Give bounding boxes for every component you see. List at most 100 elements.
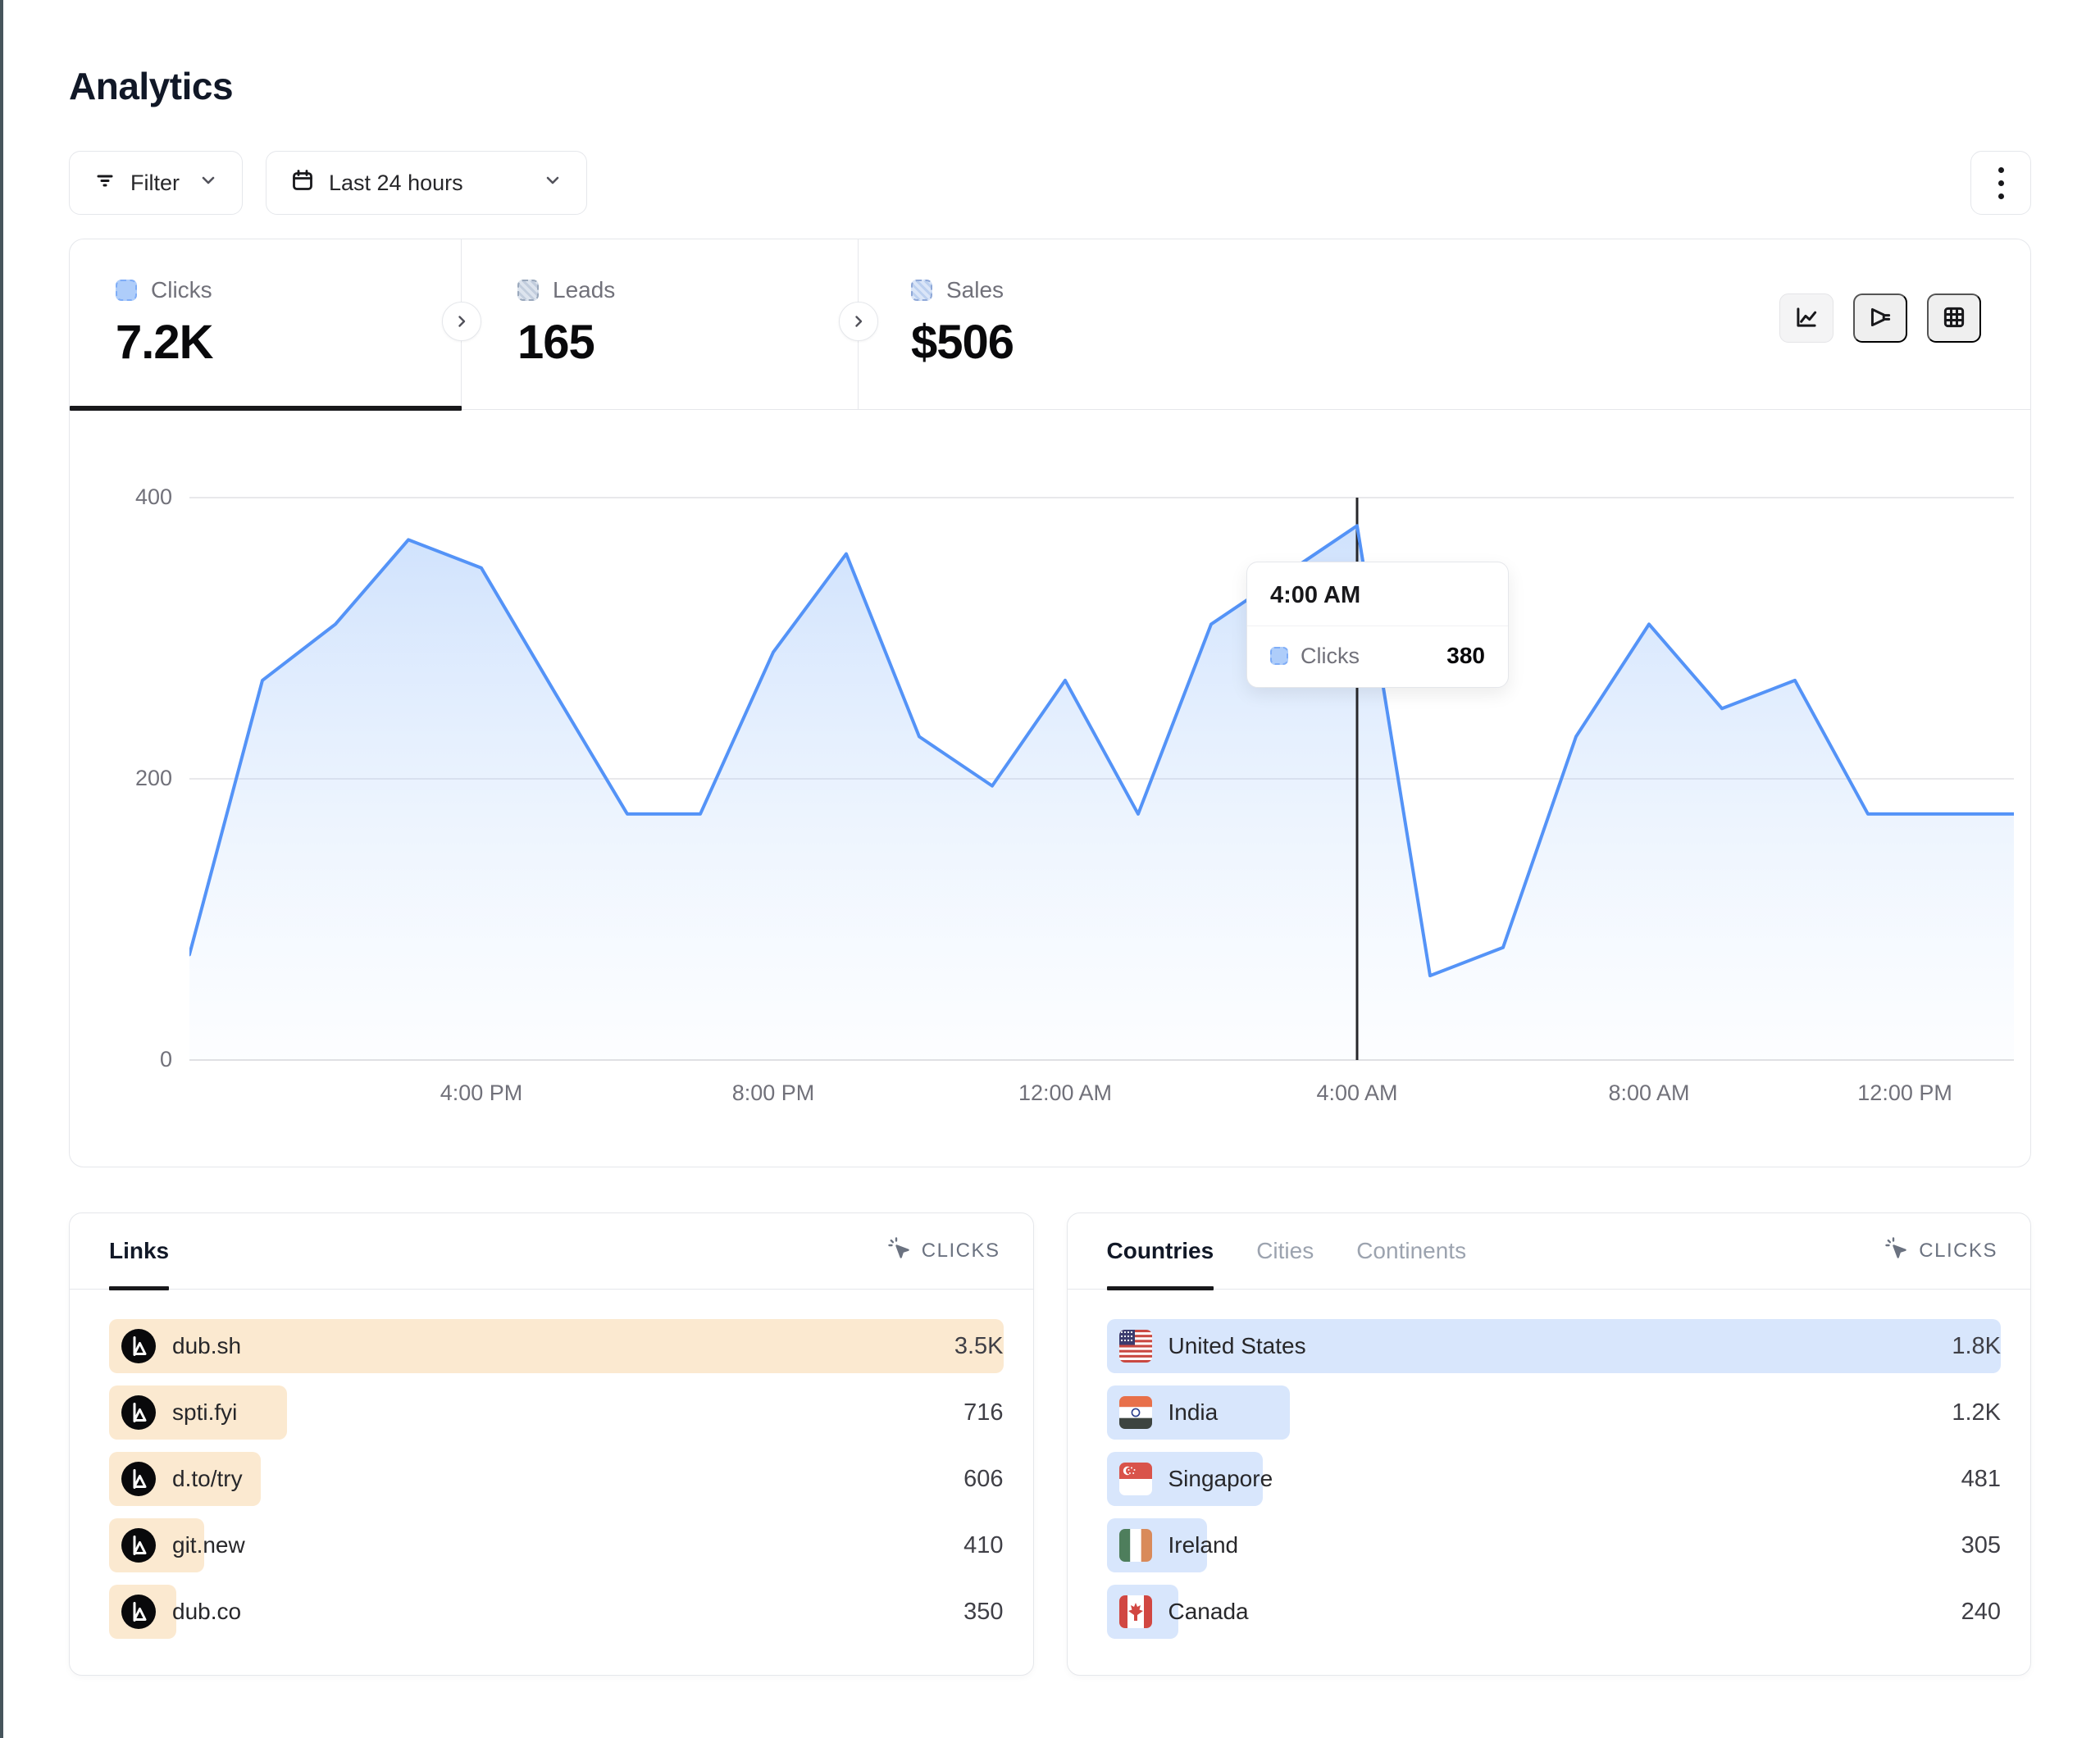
tab-continents[interactable]: Continents — [1356, 1238, 1467, 1263]
row-label: dub.co — [172, 1599, 242, 1624]
dub-logo-icon — [121, 1528, 156, 1563]
row-value: 481 — [1961, 1465, 2001, 1492]
funnel-chart-view-button[interactable] — [1853, 293, 1907, 343]
tab-links[interactable]: Links — [109, 1213, 170, 1290]
cursor-rays-icon — [1884, 1236, 1909, 1267]
table-grid-icon — [1940, 303, 1968, 334]
filter-button[interactable]: Filter — [69, 151, 243, 215]
stat-tab-leads[interactable]: Leads 165 — [462, 239, 859, 409]
metric-label: CLICKS — [921, 1240, 1000, 1262]
dub-logo-icon — [121, 1395, 156, 1430]
value-bar — [109, 1319, 1004, 1373]
stat-value: $506 — [911, 316, 1014, 369]
active-tab-underline — [70, 406, 462, 411]
chevron-down-icon — [198, 170, 219, 197]
india-flag-icon — [1118, 1396, 1152, 1429]
row-value: 1.2K — [1952, 1399, 2001, 1426]
row-label: United States — [1168, 1333, 1306, 1358]
cursor-rays-icon — [887, 1236, 912, 1267]
links-panel: Links CLICKS dub.sh 3.5K spti.fyi 716 d.to/t… — [69, 1213, 1034, 1676]
filter-button-label: Filter — [130, 170, 180, 195]
stat-tab-sales[interactable]: Sales $506 — [859, 239, 2030, 409]
tooltip-series-label: Clicks — [1301, 643, 1360, 668]
stat-tab-clicks[interactable]: Clicks 7.2K — [70, 239, 462, 411]
countries-panel: Countries Cities Continents CLICKS United … — [1066, 1213, 2031, 1676]
canada-flag-icon — [1118, 1595, 1152, 1628]
metric-label: CLICKS — [1919, 1240, 1998, 1262]
row-label: Singapore — [1168, 1466, 1273, 1491]
singapore-flag-icon — [1118, 1463, 1152, 1495]
expand-leads-button[interactable] — [839, 302, 878, 341]
row-value: 240 — [1961, 1598, 2001, 1625]
link-row[interactable]: git.new 410 — [109, 1518, 1004, 1572]
links-list: dub.sh 3.5K spti.fyi 716 d.to/try 606 git.new 4… — [70, 1290, 1033, 1639]
x-axis-tick: 4:00 AM — [1316, 1081, 1398, 1105]
stat-value: 165 — [517, 316, 595, 369]
sales-legend-swatch — [911, 280, 932, 301]
dub-logo-icon — [121, 1595, 156, 1629]
expand-clicks-button[interactable] — [442, 302, 481, 341]
country-row[interactable]: Singapore 481 — [1106, 1452, 2001, 1506]
row-label: dub.sh — [172, 1333, 242, 1358]
links-metric-header[interactable]: CLICKS — [887, 1236, 1000, 1267]
table-view-button[interactable] — [1927, 293, 1981, 343]
page-title: Analytics — [69, 65, 234, 107]
analytics-page: Analytics Filter Last 24 hou — [69, 0, 2031, 1676]
stat-label: Leads — [553, 277, 616, 303]
more-options-button[interactable] — [1970, 151, 2031, 215]
x-axis-tick: 8:00 PM — [731, 1081, 815, 1105]
stat-label: Sales — [946, 277, 1004, 303]
country-row[interactable]: Ireland 305 — [1106, 1518, 2001, 1572]
clicks-area-chart[interactable]: 0 200 400 4:00 PM 8:00 PM 12:00 AM 4:00 AM 8:0… — [70, 410, 2030, 1167]
link-row[interactable]: dub.co 350 — [109, 1585, 1004, 1639]
link-row[interactable]: dub.sh 3.5K — [109, 1319, 1004, 1373]
leads-legend-swatch — [517, 280, 539, 301]
y-axis-tick: 400 — [134, 485, 172, 509]
analytics-card: Clicks 7.2K Leads 165 Sales $506 — [69, 239, 2031, 1167]
tooltip-time: 4:00 AM — [1247, 562, 1508, 626]
countries-metric-header[interactable]: CLICKS — [1884, 1236, 1998, 1267]
y-axis-tick: 200 — [134, 766, 172, 790]
row-value: 3.5K — [954, 1332, 1004, 1359]
row-value: 305 — [1961, 1531, 2001, 1558]
stats-tabs: Clicks 7.2K Leads 165 Sales $506 — [70, 239, 2030, 411]
y-axis-tick: 0 — [159, 1047, 172, 1071]
row-value: 1.8K — [1952, 1332, 2001, 1359]
link-row[interactable]: spti.fyi 716 — [109, 1385, 1004, 1440]
row-label: Ireland — [1168, 1532, 1239, 1558]
stat-label: Clicks — [151, 277, 212, 303]
country-row[interactable]: Canada 240 — [1106, 1585, 2001, 1639]
stat-value: 7.2K — [116, 316, 214, 369]
toolbar: Filter Last 24 hours — [69, 151, 2031, 215]
line-chart-icon — [1793, 303, 1820, 334]
row-label: Canada — [1168, 1599, 1249, 1624]
row-value: 410 — [963, 1531, 1004, 1558]
clicks-legend-swatch — [1270, 647, 1288, 665]
chart-plot-area[interactable] — [189, 459, 2014, 1066]
x-axis-tick: 8:00 AM — [1608, 1081, 1690, 1105]
row-value: 350 — [963, 1598, 1004, 1625]
x-axis-tick: 4:00 PM — [440, 1081, 523, 1105]
calendar-icon — [289, 167, 316, 199]
link-row[interactable]: d.to/try 606 — [109, 1452, 1004, 1506]
chevron-down-icon — [542, 170, 563, 197]
date-range-label: Last 24 hours — [329, 170, 463, 195]
country-row[interactable]: India 1.2K — [1106, 1385, 2001, 1440]
window-edge-accent — [0, 0, 3, 1738]
countries-tabs: Countries Cities Continents — [1106, 1213, 1467, 1290]
kebab-menu-icon — [1998, 163, 2004, 202]
date-range-button[interactable]: Last 24 hours — [266, 151, 587, 215]
row-label: spti.fyi — [172, 1399, 238, 1425]
row-label: d.to/try — [172, 1466, 243, 1491]
funnel-chart-icon — [1866, 303, 1894, 334]
chart-type-switcher — [1779, 293, 1981, 343]
country-row[interactable]: United States 1.8K — [1106, 1319, 2001, 1373]
chart-tooltip: 4:00 AM Clicks 380 — [1246, 562, 1509, 688]
row-label: git.new — [172, 1532, 245, 1558]
filter-icon — [93, 168, 117, 198]
tab-cities[interactable]: Cities — [1256, 1238, 1314, 1263]
row-value: 606 — [963, 1465, 1004, 1492]
x-axis-labels: 4:00 PM 8:00 PM 12:00 AM 4:00 AM 8:00 AM 12:0… — [189, 1081, 2014, 1113]
tab-countries[interactable]: Countries — [1106, 1213, 1214, 1290]
line-chart-view-button[interactable] — [1779, 293, 1834, 343]
